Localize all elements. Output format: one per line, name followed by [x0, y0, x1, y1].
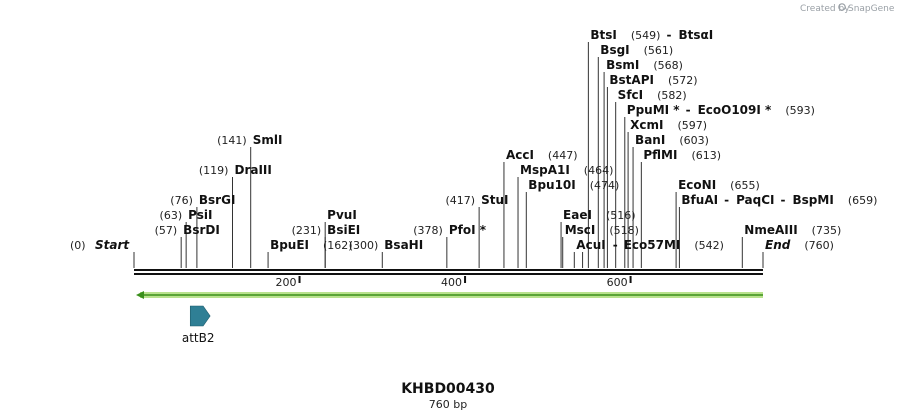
enzyme-label-xcmi[interactable]: XcmI: [630, 118, 663, 132]
enzyme-position-stui: (417): [446, 194, 476, 207]
enzyme-labels: (0) Start BpuEI (162) BsaHI(300) AcuI - Eco57MI…: [70, 28, 877, 252]
snapgene-logo-icon: [838, 3, 846, 11]
feature-track: attB2: [182, 305, 215, 345]
enzyme-label-sfci[interactable]: SfcI: [618, 88, 643, 102]
enzyme-position-bsgi: (561): [644, 44, 674, 57]
enzyme-position-bsiei: (231): [292, 224, 322, 237]
enzyme-separator: -: [666, 28, 671, 42]
enzyme-label-bpu10i[interactable]: Bpu10I: [528, 178, 575, 192]
enzyme-label-psii[interactable]: PsiI: [188, 208, 212, 222]
enzyme-separator: -: [724, 193, 729, 207]
enzyme-position-nmeaiii: (735): [812, 224, 842, 237]
enzyme-label-pvui[interactable]: PvuI: [327, 208, 357, 222]
enzyme-label-bpuei[interactable]: BpuEI: [270, 238, 309, 252]
enzyme-position-eaei: (516): [606, 209, 636, 222]
enzyme-label-eco57mi[interactable]: Eco57MI: [624, 238, 681, 252]
feature-label-attB2: attB2: [182, 331, 215, 345]
enzyme-position-bpuei: (162): [323, 239, 353, 252]
enzyme-position-acci: (447): [548, 149, 578, 162]
feature-left-arrow-icon: [136, 291, 144, 299]
enzyme-position-bsrdi: (57): [155, 224, 178, 237]
enzyme-label-econi[interactable]: EcoNI: [678, 178, 716, 192]
enzyme-label-msci[interactable]: MscI: [565, 223, 596, 237]
enzyme-position-pflmi: (613): [691, 149, 721, 162]
enzyme-label-pflmi[interactable]: PflMI: [643, 148, 677, 162]
enzyme-label-draiii[interactable]: DraIII: [234, 163, 271, 177]
enzyme-position-draiii: (119): [199, 164, 229, 177]
enzyme-label-bsahi[interactable]: BsaHI: [384, 238, 423, 252]
sequence-name: KHBD00430: [401, 381, 495, 397]
enzyme-separator: -: [781, 193, 786, 207]
enzyme-position-bani: (603): [679, 134, 709, 147]
enzyme-label-stui[interactable]: StuI: [481, 193, 508, 207]
ruler: 200 400 600: [276, 276, 632, 289]
enzyme-position-bsrgi: (76): [170, 194, 193, 207]
enzyme-position-bspmi: (659): [848, 194, 878, 207]
enzyme-label-eaei[interactable]: EaeI: [563, 208, 592, 222]
brand-prefix: Created by: [800, 4, 850, 14]
enzyme-position-pfoi: (378): [413, 224, 443, 237]
enzyme-label-bsiei[interactable]: BsiEI: [327, 223, 360, 237]
enzyme-position-ecoo109i: (593): [785, 104, 815, 117]
enzyme-label-smli[interactable]: SmlI: [253, 133, 283, 147]
enzyme-label-ppumi[interactable]: PpuMI *: [627, 103, 681, 117]
enzyme-label-start[interactable]: Start: [95, 238, 130, 252]
enzyme-label-bani[interactable]: BanI: [635, 133, 665, 147]
brand-name: SnapGene: [848, 4, 895, 14]
enzyme-label-pfoi[interactable]: PfoI *: [449, 223, 487, 237]
enzyme-label-bsrgi[interactable]: BsrGI: [199, 193, 236, 207]
enzyme-position-bstapi: (572): [668, 74, 698, 87]
enzyme-label-bspmi[interactable]: BspMI: [793, 193, 834, 207]
enzyme-separator: -: [686, 103, 691, 117]
enzyme-position-start: (0): [70, 239, 86, 252]
ruler-tick-label: 400: [441, 276, 462, 289]
enzyme-label-bsmi[interactable]: BsmI: [606, 58, 639, 72]
sequence-backbone: [134, 269, 763, 275]
ruler-tick-label: 600: [607, 276, 628, 289]
feature-arrow-attB2[interactable]: [189, 305, 211, 327]
enzyme-position-btsi: (549): [631, 29, 661, 42]
enzyme-label-btsai[interactable]: BtsαI: [678, 28, 713, 42]
enzyme-label-bfuai[interactable]: BfuAI: [681, 193, 718, 207]
enzyme-cut-lines: [133, 42, 764, 268]
enzyme-position-sfci: (582): [657, 89, 687, 102]
enzyme-position-psii: (63): [160, 209, 183, 222]
sequence-length: 760 bp: [429, 398, 467, 411]
enzyme-separator: -: [613, 238, 618, 252]
enzyme-position-bpu10i: (474): [590, 179, 620, 192]
enzyme-position-msci: (518): [609, 224, 639, 237]
enzyme-position-econi: (655): [730, 179, 760, 192]
enzyme-label-ecoo109i[interactable]: EcoO109I *: [698, 103, 772, 117]
enzyme-label-nmeaiii[interactable]: NmeAIII: [744, 223, 797, 237]
full-length-feature[interactable]: [136, 291, 763, 299]
enzyme-position-eco57mi: (542): [694, 239, 724, 252]
enzyme-label-bsgi[interactable]: BsgI: [600, 43, 629, 57]
enzyme-position-smli: (141): [217, 134, 247, 147]
enzyme-label-btsi[interactable]: BtsI: [590, 28, 617, 42]
enzyme-label-bsrdi[interactable]: BsrDI: [183, 223, 220, 237]
enzyme-label-bstapi[interactable]: BstAPI: [609, 73, 654, 87]
enzyme-position-bsmi: (568): [653, 59, 683, 72]
enzyme-position-mspa1i: (464): [584, 164, 614, 177]
enzyme-position-bsahi: (300): [349, 239, 379, 252]
snapgene-brand: Created by SnapGene: [800, 3, 895, 14]
enzyme-position-xcmi: (597): [677, 119, 707, 132]
enzyme-label-end[interactable]: End: [765, 238, 791, 252]
enzyme-label-acci[interactable]: AccI: [506, 148, 534, 162]
enzyme-label-acui[interactable]: AcuI: [576, 238, 605, 252]
enzyme-position-end: (760): [804, 239, 834, 252]
ruler-tick-label: 200: [276, 276, 297, 289]
enzyme-label-paqci[interactable]: PaqCI: [736, 193, 774, 207]
enzyme-label-mspa1i[interactable]: MspA1I: [520, 163, 570, 177]
